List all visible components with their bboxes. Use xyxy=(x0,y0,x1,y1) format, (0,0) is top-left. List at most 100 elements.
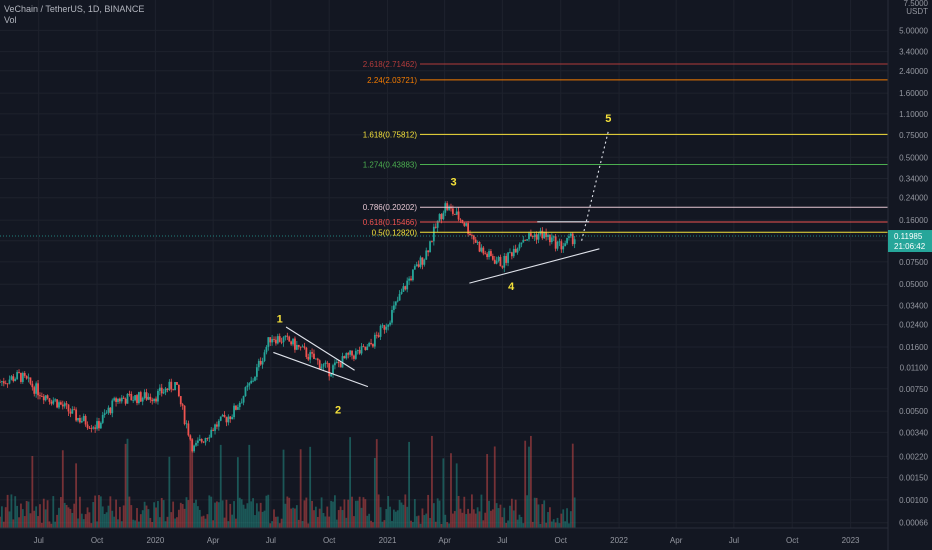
candle-body xyxy=(482,247,485,254)
candle-body xyxy=(31,383,34,388)
candle-body xyxy=(273,339,275,340)
volume-bar xyxy=(82,519,85,528)
volume-bar xyxy=(332,501,334,528)
candle-body xyxy=(216,424,218,427)
candle-body xyxy=(84,416,87,425)
candle-body xyxy=(118,398,121,402)
candle-body xyxy=(240,402,243,404)
candle-body xyxy=(545,232,548,238)
candle-body xyxy=(360,346,363,354)
candle-body xyxy=(250,380,253,384)
volume-bar xyxy=(164,521,167,528)
candle-body xyxy=(50,401,53,404)
volume-bar xyxy=(69,508,72,528)
volume-bar xyxy=(39,504,41,528)
volume-bar xyxy=(400,502,403,528)
candle-body xyxy=(88,427,91,429)
candle-body xyxy=(335,361,338,363)
candle-body xyxy=(177,384,180,397)
volume-bar xyxy=(408,441,411,528)
volume-bar xyxy=(387,496,390,528)
volume-indicator-label[interactable]: Vol xyxy=(4,15,17,25)
volume-bar xyxy=(263,510,266,528)
candle-body xyxy=(236,407,239,410)
candle-body xyxy=(343,356,346,359)
flag-lower-trendline[interactable] xyxy=(273,351,369,388)
candle-body xyxy=(368,342,371,347)
candle-body xyxy=(10,376,13,380)
candle-body xyxy=(505,256,508,263)
candle-body xyxy=(185,423,188,425)
volume-bar xyxy=(229,503,232,528)
candle-body xyxy=(488,251,490,258)
price-tick-label: 0.01600 xyxy=(899,343,928,352)
volume-bar xyxy=(37,516,39,528)
candle-body xyxy=(12,376,15,382)
candle-body xyxy=(145,392,148,400)
candle-body xyxy=(288,336,291,342)
volume-bar xyxy=(48,521,51,528)
candle-body xyxy=(394,301,397,306)
volume-bar xyxy=(276,516,279,528)
candle-body xyxy=(120,397,123,402)
volume-bar xyxy=(216,501,218,528)
volume-bar xyxy=(98,495,100,528)
volume-bar xyxy=(301,520,304,528)
volume-bar xyxy=(499,504,502,528)
volume-bar xyxy=(303,500,306,528)
candle-body xyxy=(484,253,487,255)
fib-level-label: 0.5(0.12820) xyxy=(372,228,418,237)
candle-body xyxy=(491,255,494,260)
candle-body xyxy=(341,356,344,368)
candle-body xyxy=(294,338,296,350)
candle-body xyxy=(35,383,38,394)
volume-bar xyxy=(130,505,133,528)
volume-bar xyxy=(286,496,289,528)
volume-bar xyxy=(214,502,216,528)
candle-body xyxy=(122,397,125,399)
volume-bar xyxy=(40,522,43,528)
candle-body xyxy=(124,398,127,404)
volume-bar xyxy=(396,510,399,528)
volume-bar xyxy=(550,521,553,528)
time-axis[interactable]: Jul Oct 2020 Apr Jul Oct 2021 Apr Jul Oct 2022 Apr J… xyxy=(0,527,888,545)
projection-path[interactable] xyxy=(581,131,609,241)
candle-body xyxy=(111,400,114,414)
volume-bar xyxy=(349,437,352,528)
price-tick-label: 0.00340 xyxy=(899,428,928,437)
candle-body xyxy=(518,244,521,249)
flag-upper-trendline[interactable] xyxy=(285,326,355,371)
candle-body xyxy=(138,392,140,404)
fib-level-label: 0.786(0.20202) xyxy=(363,203,418,212)
volume-bar xyxy=(453,511,456,528)
price-axis[interactable]: 5.00000 3.40000 2.40000 1.60000 1.10000 0.750… xyxy=(887,0,932,550)
candle-body xyxy=(65,403,68,405)
candle-body xyxy=(56,399,58,408)
wave-label: 3 xyxy=(450,176,456,188)
volume-bar xyxy=(206,514,209,528)
candle-body xyxy=(554,236,557,249)
volume-bar xyxy=(126,438,129,528)
candle-body xyxy=(564,243,567,247)
volume-bar xyxy=(568,523,570,528)
volume-bar xyxy=(554,522,557,528)
candle-body xyxy=(313,353,315,360)
symbol-title[interactable]: VeChain / TetherUS, 1D, BINANCE xyxy=(4,4,145,14)
volume-bar xyxy=(335,519,338,528)
candle-body xyxy=(318,360,321,369)
candle-body xyxy=(379,325,382,337)
volume-bar xyxy=(573,497,576,528)
volume-bar xyxy=(537,504,540,528)
candles xyxy=(0,201,576,453)
volume-bar xyxy=(269,523,272,528)
volume-bar xyxy=(101,506,104,528)
time-tick-label: 2021 xyxy=(379,536,397,545)
candle-body xyxy=(254,376,256,381)
time-tick-label: Oct xyxy=(554,536,567,545)
candle-body xyxy=(520,242,523,245)
candle-body xyxy=(472,235,475,240)
support-trendline[interactable] xyxy=(469,248,600,284)
volume-bar xyxy=(442,458,445,528)
candle-body xyxy=(90,428,93,429)
